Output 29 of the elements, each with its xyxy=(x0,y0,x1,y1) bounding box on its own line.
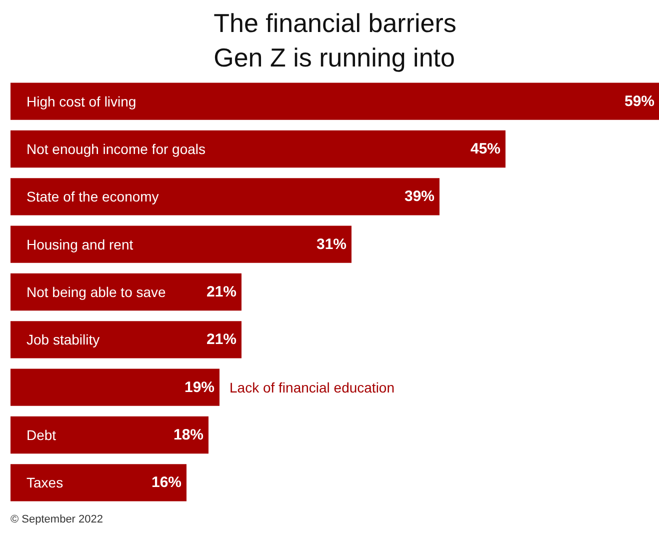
bar xyxy=(10,321,242,358)
bar xyxy=(10,416,208,454)
data-label: 19% xyxy=(184,378,215,396)
y-tick-label: Debt xyxy=(26,427,56,443)
bar xyxy=(10,273,242,311)
y-tick-label: Not enough income for goals xyxy=(26,141,206,157)
data-label: 21% xyxy=(206,284,237,300)
y-tick-label: High cost of living xyxy=(26,93,136,110)
bar xyxy=(10,226,352,263)
bar xyxy=(10,130,506,168)
data-label: 16% xyxy=(151,474,182,492)
y-tick-label: Lack of financial education xyxy=(230,379,394,396)
bar xyxy=(10,464,186,502)
bar xyxy=(10,368,220,406)
data-label: 59% xyxy=(624,92,655,110)
text: © September 2022 xyxy=(10,514,103,526)
data-label: 21% xyxy=(206,331,237,348)
bar xyxy=(10,178,440,216)
y-tick-label: Job stability xyxy=(26,332,100,348)
data-label: 45% xyxy=(470,140,501,158)
bar xyxy=(10,82,659,120)
y-tick-label: Not being able to save xyxy=(26,284,166,300)
y-tick-label: State of the economy xyxy=(26,188,159,205)
data-label: 31% xyxy=(316,236,347,253)
y-tick-label: Housing and rent xyxy=(26,236,134,252)
chart-title: The financial barriers Gen Z is running into xyxy=(214,8,456,72)
y-tick-label: Taxes xyxy=(26,474,64,491)
data-label: 39% xyxy=(404,188,435,206)
data-label: 18% xyxy=(173,426,204,444)
